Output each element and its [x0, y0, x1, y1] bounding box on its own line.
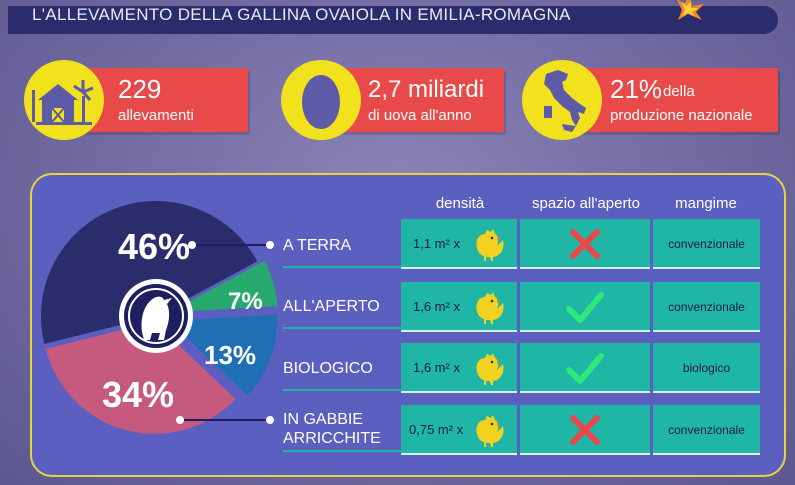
feed-cell: convenzionale: [653, 282, 760, 332]
hen-icon-wrap: [471, 412, 505, 453]
italy-map-icon: [544, 70, 586, 132]
feed-cell: biologico: [653, 343, 760, 393]
hen-icon-wrap: [471, 350, 505, 391]
pie-label-biologico: 13%: [204, 340, 257, 370]
stat-circle: [281, 60, 361, 140]
feed-value: convenzionale: [668, 300, 745, 314]
density-value: 1,1 m² x: [413, 236, 460, 251]
outdoor-cell: [520, 282, 650, 332]
outdoor-cell: [520, 343, 650, 393]
density-cell: 0,75 m² x: [401, 405, 517, 455]
feed-cell: convenzionale: [653, 219, 760, 269]
egg-icon: [302, 75, 340, 129]
stat-label: di uova all'anno: [368, 107, 472, 124]
stat-box: 2,7 miliardi di uova all'anno: [336, 68, 504, 132]
leader-dot: [188, 241, 196, 249]
feed-cell: convenzionale: [653, 405, 760, 455]
cross-icon: [570, 229, 600, 259]
leader-line: [192, 244, 270, 246]
pie-label-a-terra: 46%: [118, 226, 191, 267]
hen-icon-wrap: [471, 226, 505, 267]
pie-slice-2: [169, 314, 278, 396]
burst-icon: [677, 0, 704, 20]
density-value: 1,6 m² x: [413, 299, 460, 314]
feed-value: convenzionale: [668, 423, 745, 437]
hen-icon: [476, 353, 504, 385]
density-value: 0,75 m² x: [409, 422, 464, 437]
outdoor-no: [520, 412, 650, 453]
stat-value: 21%: [610, 74, 663, 104]
page-title: L'ALLEVAMENTO DELLA GALLINA OVAIOLA IN E…: [32, 5, 571, 24]
hen-silhouette-icon: [141, 296, 172, 340]
stat-value: 229: [118, 74, 162, 104]
title-bar: [8, 6, 778, 34]
pie-slice-1: [169, 260, 278, 313]
stat-value: 2,7 miliardi: [368, 76, 485, 103]
outdoor-no: [520, 226, 650, 267]
leader-dot: [266, 416, 274, 424]
header-outdoor: spazio all'aperto: [532, 195, 640, 212]
hen-icon: [476, 229, 504, 261]
leader-line: [180, 419, 270, 421]
pie-label-gabbie: 34%: [102, 374, 175, 415]
cross-icon: [570, 415, 600, 445]
check-icon: [566, 292, 604, 323]
outdoor-cell: [520, 405, 650, 455]
stat-value-suffix: della: [663, 83, 695, 100]
stat-box: 229 allevamenti: [78, 68, 248, 132]
row-underline: [283, 327, 401, 329]
category-gabbie-line1: IN GABBIE: [283, 411, 364, 428]
feed-value: convenzionale: [668, 237, 745, 251]
row-underline: [283, 266, 401, 268]
density-cell: 1,6 m² x: [401, 282, 517, 332]
stat-box: 21% della produzione nazionale: [580, 68, 778, 132]
stat-label: allevamenti: [118, 107, 194, 124]
pie-center-inner-ring: [128, 288, 184, 344]
category-a-terra: A TERRA: [283, 237, 352, 254]
farm-icon: [32, 80, 94, 125]
category-biologico: BIOLOGICO: [283, 360, 373, 377]
category-gabbie: IN GABBIE ARRICCHITE: [283, 410, 381, 448]
category-gabbie-line2: ARRICCHITE: [283, 430, 381, 447]
density-value: 1,6 m² x: [413, 360, 460, 375]
leader-dot: [176, 416, 184, 424]
pie-label-all-aperto: 7%: [228, 288, 263, 315]
outdoor-cell: [520, 219, 650, 269]
hen-icon: [476, 415, 504, 447]
pie-slice-3: [45, 321, 236, 434]
hen-icon-wrap: [471, 289, 505, 330]
outdoor-yes: [520, 350, 650, 391]
density-cell: 1,1 m² x: [401, 219, 517, 269]
density-cell: 1,6 m² x: [401, 343, 517, 393]
category-all-aperto: ALL'APERTO: [283, 298, 380, 315]
pie-chart: [41, 201, 278, 434]
header-feed: mangime: [675, 195, 737, 212]
stat-label: produzione nazionale: [610, 107, 753, 124]
outdoor-yes: [520, 289, 650, 330]
row-underline: [283, 450, 401, 452]
check-icon: [566, 353, 604, 384]
row-underline: [283, 389, 401, 391]
feed-value: biologico: [682, 361, 731, 375]
hen-icon: [476, 292, 504, 324]
stat-circle: [24, 60, 104, 140]
stat-circle: [522, 60, 602, 140]
leader-dot: [266, 241, 274, 249]
header-density: densità: [435, 195, 485, 212]
pie-slice-0: [41, 201, 258, 344]
